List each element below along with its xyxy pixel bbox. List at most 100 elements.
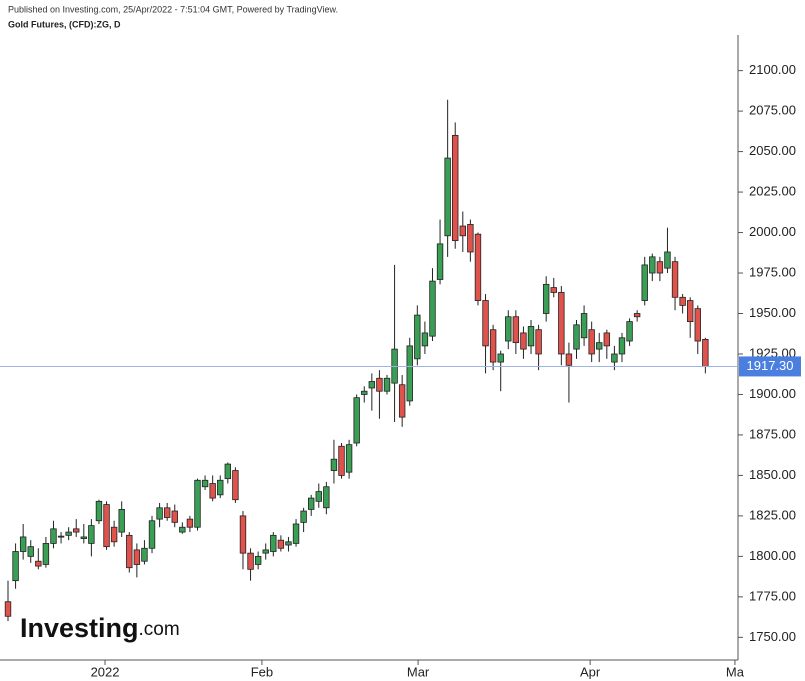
candle-body: [118, 509, 125, 533]
candle-body: [292, 523, 300, 544]
candle-body: [239, 515, 247, 554]
candle-body: [80, 536, 87, 539]
instrument-title: Gold Futures, (CFD):ZG, D: [8, 19, 121, 29]
candle-body: [232, 470, 239, 501]
candle-body: [429, 280, 436, 337]
candle-body: [133, 549, 141, 565]
candle-body: [618, 337, 626, 355]
candle-body: [315, 491, 322, 502]
candle-body: [285, 541, 292, 546]
candle-body: [57, 535, 65, 538]
candle-body: [527, 326, 535, 347]
candle-body: [603, 332, 611, 347]
candle-body: [110, 526, 118, 543]
candle-body: [201, 479, 209, 488]
candle-body: [262, 549, 269, 554]
candle-body: [459, 225, 466, 237]
y-tick-label: 2025.00: [749, 183, 796, 198]
logo-brand: Investing: [20, 613, 139, 643]
candle-body: [694, 308, 701, 342]
candle-body: [702, 339, 709, 367]
candle-body: [254, 555, 262, 565]
candle-body: [194, 479, 201, 528]
candle-body: [307, 497, 315, 510]
candle-body: [42, 543, 50, 565]
y-tick-label: 1850.00: [749, 467, 796, 482]
candle-body: [179, 526, 186, 533]
candle-body: [300, 510, 307, 523]
candle-body: [649, 256, 656, 274]
candle-body: [474, 233, 482, 301]
candle-body: [398, 384, 406, 418]
y-tick-label: 1900.00: [749, 386, 796, 401]
candle-body: [217, 479, 224, 496]
candle-body: [209, 483, 216, 499]
candle-body: [12, 551, 19, 582]
candle-body: [687, 300, 694, 322]
candle-body: [88, 525, 95, 544]
candle-body: [550, 287, 557, 293]
candle-body: [535, 329, 542, 355]
candle-body: [141, 547, 148, 562]
published-note: Published on Investing.com, 25/Apr/2022 …: [8, 4, 338, 14]
y-tick-label: 2000.00: [749, 224, 796, 239]
candle-body: [467, 224, 474, 253]
candle-body: [542, 283, 550, 314]
x-tick-label: Feb: [251, 664, 273, 679]
candle-body: [558, 292, 565, 355]
candle-body: [376, 377, 383, 392]
candle-body: [163, 507, 171, 518]
candle-body: [611, 353, 618, 363]
x-tick-label: Ma: [726, 664, 745, 679]
last-price-box: [739, 356, 801, 377]
candle-body: [444, 157, 451, 237]
candle-body: [406, 345, 413, 402]
candle-body: [626, 321, 633, 342]
y-tick-label: 1875.00: [749, 426, 796, 441]
candle-body: [512, 316, 520, 344]
logo-suffix: .com: [139, 619, 180, 640]
candle-body: [641, 264, 648, 301]
candle-body: [148, 520, 156, 549]
candle-body: [35, 560, 42, 567]
candle-body: [247, 552, 254, 570]
candle-body: [65, 531, 72, 536]
candle-body: [565, 353, 573, 366]
candle-body: [588, 329, 595, 355]
y-tick-label: 1950.00: [749, 305, 796, 320]
candle-body: [671, 261, 679, 298]
candle-body: [19, 536, 27, 552]
candle-body: [224, 463, 232, 480]
candle-body: [414, 314, 421, 360]
y-tick-label: 1750.00: [749, 629, 796, 644]
candle-body: [520, 332, 527, 350]
candle-body: [156, 507, 163, 520]
candle-body: [580, 313, 588, 339]
candle-body: [679, 296, 686, 306]
candle-body: [4, 601, 12, 617]
candle-body: [596, 342, 603, 350]
candle-body: [452, 134, 459, 242]
candle-body: [338, 445, 345, 476]
candle-body: [323, 486, 330, 509]
candle-body: [171, 510, 178, 523]
y-tick-label: 2100.00: [749, 62, 796, 77]
candle-body: [633, 313, 641, 318]
candle-body: [497, 353, 504, 363]
candle-body: [277, 539, 285, 549]
candle-body: [103, 504, 110, 548]
candle-body: [270, 534, 277, 552]
candle-body: [50, 528, 57, 544]
candle-body: [95, 500, 103, 522]
candle-body: [368, 381, 376, 389]
y-tick-label: 1825.00: [749, 507, 796, 522]
y-tick-label: 1800.00: [749, 548, 796, 563]
x-tick-label: Apr: [580, 664, 601, 679]
candle-body: [353, 397, 360, 444]
candle-body: [664, 251, 671, 269]
candle-body: [505, 316, 512, 342]
candle-body: [361, 390, 368, 395]
candle-body: [656, 261, 664, 274]
y-tick-label: 1975.00: [749, 264, 796, 279]
